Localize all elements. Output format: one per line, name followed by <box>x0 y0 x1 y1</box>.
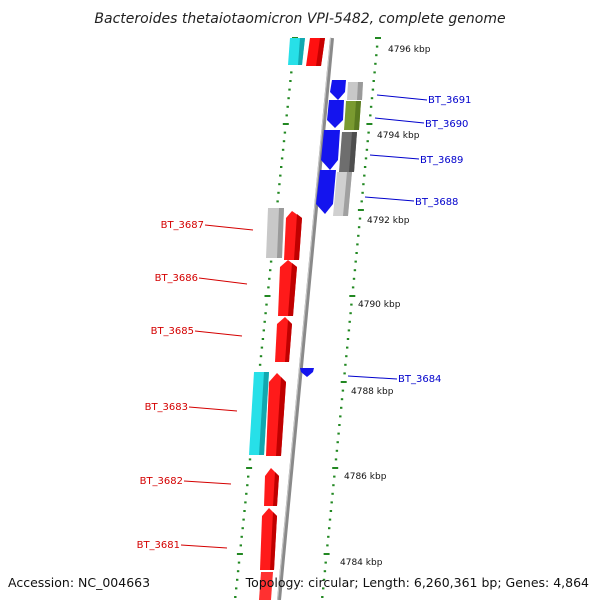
gene-feature-red-top-shade <box>316 38 325 66</box>
gene-feature-gray-3691-shade <box>357 82 363 100</box>
kbp-scale: 4796 kbp 4794 kbp 4792 kbp 4790 kbp 4788… <box>340 45 431 568</box>
gene-label-BT_3684[interactable]: BT_3684 <box>398 374 441 385</box>
gene-feature-cyan-3683-shade <box>259 372 269 455</box>
gene-label-BT_3681[interactable]: BT_3681 <box>137 540 180 551</box>
gene-arrow-BT_3690[interactable] <box>327 100 344 128</box>
gene-arrow-BT_3688[interactable] <box>316 170 336 214</box>
genome-summary-text: Topology: circular; Length: 6,260,361 bp… <box>245 575 589 590</box>
gene-label-BT_3682[interactable]: BT_3682 <box>140 476 183 487</box>
kbp-label-4788: 4788 kbp <box>351 387 394 397</box>
gene-label-BT_3687[interactable]: BT_3687 <box>161 220 204 231</box>
kbp-label-4786: 4786 kbp <box>344 472 387 482</box>
gene-arrow-BT_3684[interactable] <box>300 368 314 377</box>
kbp-label-4790: 4790 kbp <box>358 300 401 310</box>
gene-arrow-BT_3683-shade <box>276 377 286 456</box>
gene-feature-dgray-3689-shade <box>349 132 357 172</box>
gene-arrow-BT_3681-shade <box>270 512 277 570</box>
gene-arrow-BT_3691[interactable] <box>330 80 346 100</box>
gene-arrow-BT_3689[interactable] <box>321 130 340 170</box>
reverse-gene-labels: BT_3691 BT_3690 BT_3689 BT_3688 BT_3684 <box>398 95 471 385</box>
kbp-label-4792: 4792 kbp <box>367 216 410 226</box>
gene-feature-cyan-top-shade <box>298 38 305 65</box>
gene-label-BT_3683[interactable]: BT_3683 <box>145 402 188 413</box>
gene-label-BT_3690[interactable]: BT_3690 <box>425 119 468 130</box>
forward-gene-labels: BT_3687 BT_3686 BT_3685 BT_3683 BT_3682 … <box>137 220 204 551</box>
accession-text: Accession: NC_004663 <box>8 575 150 590</box>
kbp-label-4796: 4796 kbp <box>388 45 431 55</box>
reverse-strand-genes <box>300 80 363 377</box>
label-leaders <box>180 94 428 549</box>
genome-backbone <box>277 37 334 600</box>
gene-feature-gray-3688-shade <box>343 172 352 216</box>
gene-label-BT_3686[interactable]: BT_3686 <box>155 273 198 284</box>
gene-arrow-BT_3685-shade <box>285 320 292 362</box>
gene-arrow-BT_3682-shade <box>273 472 279 506</box>
gene-label-BT_3685[interactable]: BT_3685 <box>151 326 194 337</box>
gene-feature-olive-3690-shade <box>354 101 361 130</box>
kbp-label-4794: 4794 kbp <box>377 131 420 141</box>
genome-title: Bacteroides thetaiotaomicron VPI-5482, c… <box>94 11 505 27</box>
gene-feature-red-bottom[interactable] <box>259 572 273 600</box>
forward-strand-genes <box>249 38 325 600</box>
gene-feature-gray-3687-shade <box>277 208 284 258</box>
gene-arrow-BT_3687-shade <box>294 214 302 260</box>
kbp-label-4784: 4784 kbp <box>340 558 383 568</box>
gene-label-BT_3688[interactable]: BT_3688 <box>415 197 458 208</box>
gene-label-BT_3691[interactable]: BT_3691 <box>428 95 471 106</box>
gene-arrow-BT_3686-shade <box>288 263 297 316</box>
gene-label-BT_3689[interactable]: BT_3689 <box>420 155 463 166</box>
